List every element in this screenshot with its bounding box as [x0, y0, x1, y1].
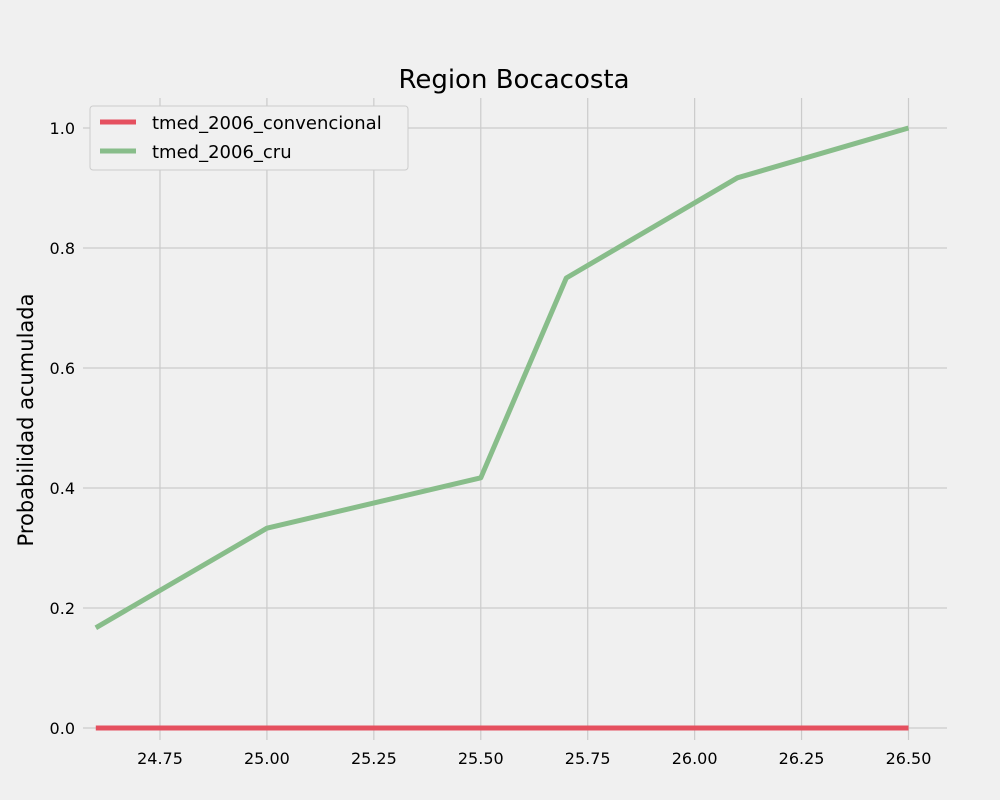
series-lines [94, 125, 910, 731]
y-tick-label: 1.0 [50, 119, 75, 138]
y-axis-label: Probabilidad acumulada [14, 294, 38, 547]
x-tick-label: 24.75 [137, 749, 183, 768]
y-tick-label: 0.0 [50, 719, 75, 738]
chart-title: Region Bocacosta [398, 65, 629, 95]
tick-labels: 24.75 25.00 25.25 25.50 25.75 26.00 26.25 26.50… [50, 119, 932, 768]
x-tick-label: 26.00 [672, 749, 718, 768]
x-tick-label: 25.00 [244, 749, 290, 768]
y-tick-label: 0.6 [50, 359, 75, 378]
x-tick-label: 25.25 [351, 749, 397, 768]
y-tick-label: 0.8 [50, 239, 75, 258]
legend-box [89, 105, 409, 171]
series-line-cru [94, 125, 910, 630]
y-tick-label: 0.2 [50, 599, 75, 618]
y-tick-label: 0.4 [50, 479, 75, 498]
x-tick-label: 25.75 [565, 749, 611, 768]
x-tick-label: 25.50 [458, 749, 504, 768]
grid [83, 98, 947, 740]
legend-label-convencional: tmed_2006_convencional [152, 113, 382, 134]
legend-label-cru: tmed_2006_cru [152, 142, 292, 163]
x-tick-label: 26.50 [886, 749, 932, 768]
x-tick-label: 26.25 [779, 749, 825, 768]
legend: tmed_2006_convencional tmed_2006_cru [89, 105, 409, 171]
